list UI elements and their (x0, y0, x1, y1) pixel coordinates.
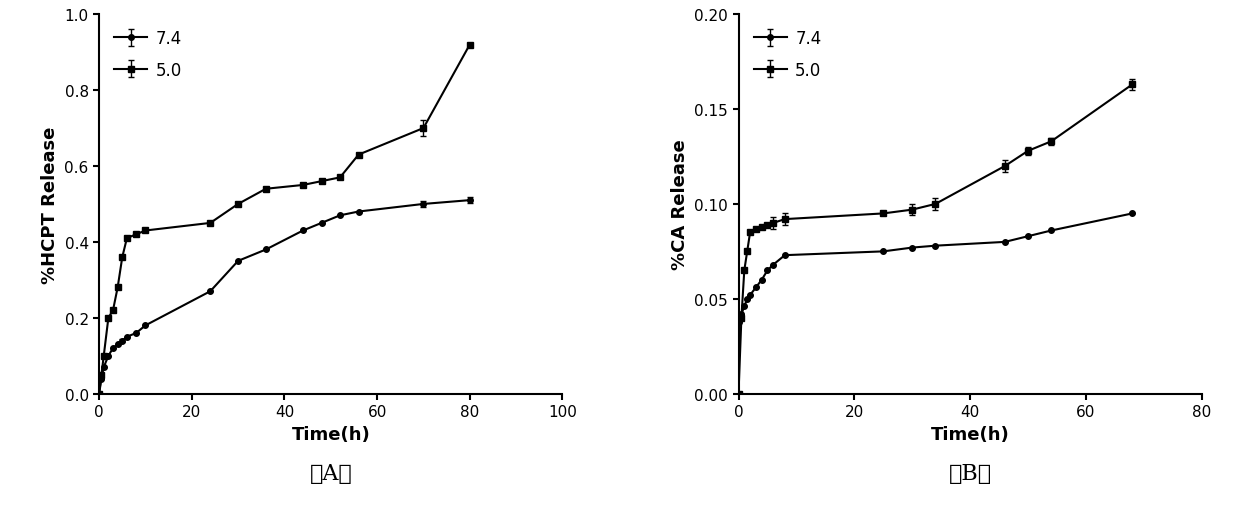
Text: （A）: （A） (310, 462, 352, 484)
X-axis label: Time(h): Time(h) (930, 425, 1010, 443)
X-axis label: Time(h): Time(h) (291, 425, 370, 443)
Legend: 7.4, 5.0: 7.4, 5.0 (747, 23, 828, 86)
Y-axis label: %CA Release: %CA Release (670, 139, 689, 270)
Y-axis label: %HCPT Release: %HCPT Release (41, 126, 59, 283)
Legend: 7.4, 5.0: 7.4, 5.0 (108, 23, 188, 86)
Text: （B）: （B） (949, 462, 991, 484)
